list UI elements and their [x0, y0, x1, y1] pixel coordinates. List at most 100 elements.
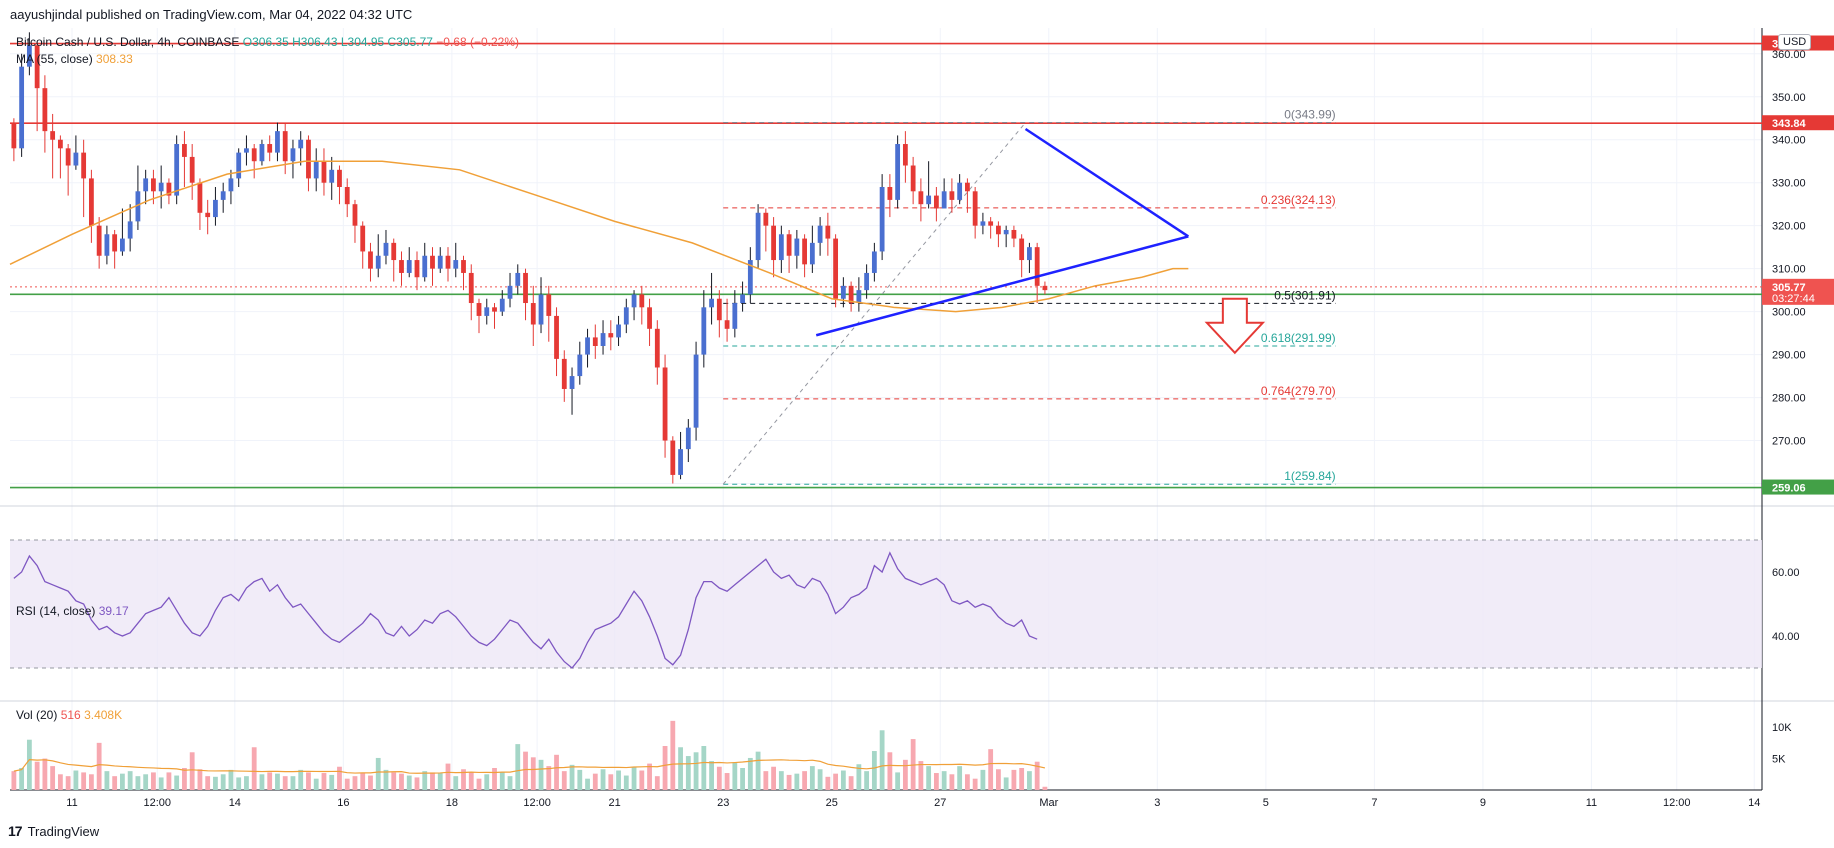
volume-bar: [654, 776, 660, 790]
rsi-legend[interactable]: RSI (14, close) 39.17: [16, 604, 129, 618]
volume-bar: [476, 778, 482, 790]
ma-label: MA (55, close): [16, 52, 93, 66]
volume-bar: [437, 773, 443, 790]
candle-body: [321, 161, 327, 183]
rsi-band: [10, 540, 1762, 668]
candle-body: [1019, 238, 1025, 261]
volume-bar: [817, 769, 823, 790]
candle-body: [275, 131, 280, 153]
volume-bar: [267, 772, 273, 790]
candle-body: [368, 251, 373, 269]
volume-bar: [957, 766, 963, 790]
volume-bar: [244, 776, 249, 790]
y-tick-label: 280.00: [1772, 393, 1806, 405]
candle-body: [42, 88, 48, 132]
volume-bar: [856, 764, 862, 790]
volume-bar: [608, 774, 614, 790]
symbol-legend[interactable]: Bitcoin Cash / U.S. Dollar, 4h, COINBASE…: [16, 35, 519, 49]
volume-bar: [383, 769, 389, 790]
volume-bar: [236, 777, 242, 790]
volume-bar: [546, 766, 552, 790]
candle-body: [809, 242, 815, 265]
volume-bar: [980, 769, 986, 790]
candle-body: [11, 122, 17, 149]
candle-body: [670, 440, 676, 475]
volume-bar: [554, 754, 559, 790]
volume-bar: [26, 739, 32, 790]
volume-bar: [639, 770, 645, 790]
volume-bar: [577, 769, 583, 790]
volume-bar: [120, 773, 125, 790]
candle-body: [996, 225, 1001, 235]
candle-body: [244, 148, 249, 153]
x-tick-label: 21: [609, 797, 621, 809]
volume-bar: [406, 775, 412, 790]
volume-tick-label: 10K: [1772, 722, 1792, 734]
volume-bar: [220, 774, 226, 790]
candle-body: [523, 272, 528, 304]
candle-body: [197, 182, 203, 213]
volume-bar: [972, 778, 978, 790]
rsi-line: [13, 551, 1038, 669]
y-tick-label: 330.00: [1772, 178, 1806, 190]
volume-bar: [996, 769, 1001, 790]
volume-bar: [902, 759, 908, 790]
volume-bars: [11, 720, 1048, 790]
fib-level-label: 1(259.84): [1284, 469, 1335, 483]
candle-body: [693, 354, 699, 428]
candle-body: [437, 255, 443, 269]
candle-body: [461, 260, 466, 273]
volume-legend[interactable]: Vol (20) 516 3.408K: [16, 708, 122, 722]
vol-value: 516: [60, 708, 81, 722]
candle-body: [716, 298, 722, 321]
candle-body: [871, 251, 877, 273]
candle-body: [174, 144, 180, 196]
volume-bar: [918, 761, 924, 790]
candle-body: [964, 182, 970, 192]
volume-bar: [275, 773, 280, 790]
volume-bar: [778, 771, 784, 790]
candle-body: [732, 303, 738, 329]
volume-bar: [1003, 777, 1009, 790]
candle-body: [654, 328, 660, 368]
countdown-label: 03:27:44: [1772, 293, 1815, 305]
candle-body: [786, 234, 792, 256]
volume-bar: [941, 771, 947, 790]
ma-legend[interactable]: MA (55, close) 308.33: [16, 52, 133, 66]
candle-body: [600, 333, 606, 346]
candle-body: [220, 191, 226, 200]
volume-bar: [988, 749, 994, 790]
volume-bar: [755, 751, 761, 790]
y-tick-label: 270.00: [1772, 436, 1806, 448]
candle-body: [918, 191, 924, 205]
currency-button[interactable]: USD: [1778, 34, 1812, 50]
x-tick-label: Mar: [1039, 797, 1058, 809]
candle-body: [592, 337, 598, 346]
volume-bar: [135, 776, 141, 790]
volume-bar: [158, 777, 164, 790]
price-label: 259.06: [1772, 483, 1806, 495]
volume-bar: [422, 771, 428, 790]
volume-bar: [949, 774, 955, 790]
candle-body: [445, 255, 451, 269]
candle-body: [182, 144, 187, 157]
candle-body: [468, 272, 474, 304]
volume-bar: [895, 772, 901, 790]
candle-body: [306, 139, 311, 179]
candle-body: [724, 320, 730, 329]
x-tick-label: 14: [229, 797, 241, 809]
volume-bar: [530, 757, 536, 790]
candle-body: [895, 144, 901, 200]
volume-bar: [259, 774, 265, 790]
volume-bar: [631, 767, 637, 790]
x-tick-label: 5: [1263, 797, 1269, 809]
fib-level-label: 0(343.99): [1284, 108, 1335, 122]
y-tick-label: 320.00: [1772, 221, 1806, 233]
volume-bar: [499, 772, 505, 790]
candle-body: [933, 195, 939, 209]
volume-bar: [290, 776, 296, 790]
footer-brand[interactable]: 17 TradingView: [8, 823, 99, 839]
volume-bar: [592, 773, 598, 790]
volume-bar: [182, 768, 187, 790]
